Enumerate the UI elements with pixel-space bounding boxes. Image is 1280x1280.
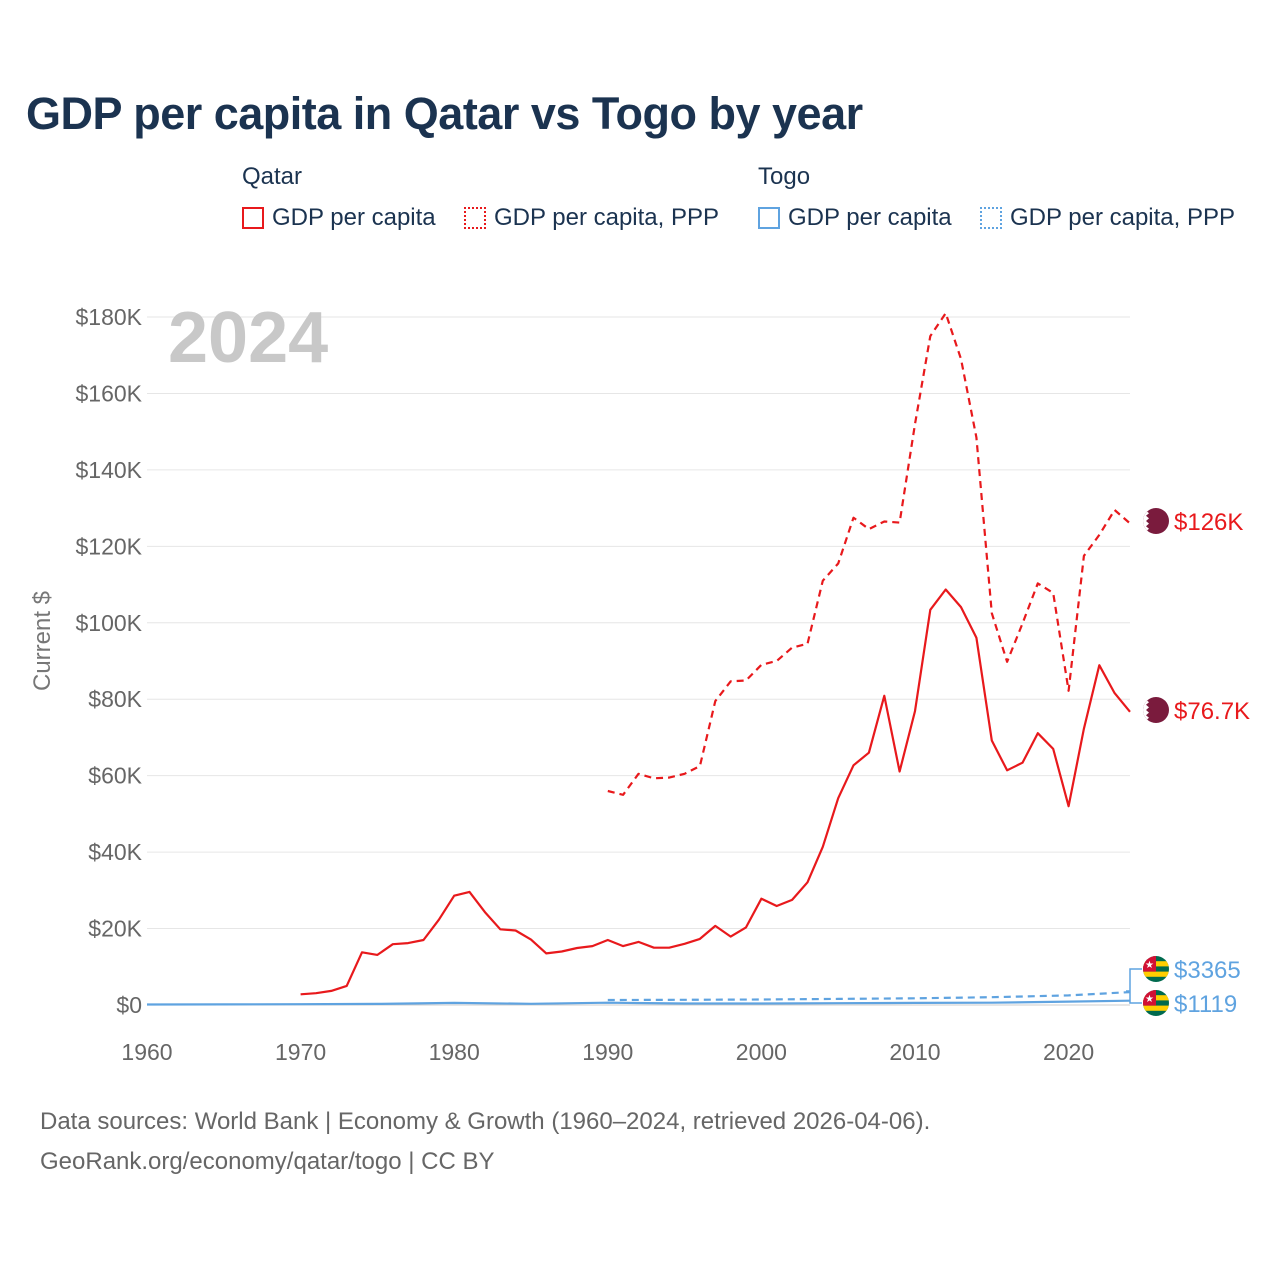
legend-label: GDP per capita: [272, 204, 436, 231]
series-line-qatar-solid: [300, 588, 1131, 996]
svg-text:★: ★: [1145, 994, 1154, 1005]
grid-lines: [147, 316, 1130, 1006]
series-line-qatar-dashed: [607, 312, 1131, 796]
y-tick-label: $160K: [75, 380, 142, 406]
legend-swatch-qatar-dotted: [464, 207, 486, 229]
end-label-qatar-ppp: $126K: [1174, 509, 1243, 536]
x-tick-label: 2000: [736, 1039, 787, 1065]
footer-link[interactable]: GeoRank.org/economy/qatar/togo | CC BY: [40, 1148, 495, 1175]
footer-sources: Data sources: World Bank | Economy & Gro…: [40, 1108, 931, 1135]
end-label-togo-gdp: $1119: [1174, 991, 1237, 1018]
qatar-flag-icon: [1143, 508, 1169, 534]
legend-label: GDP per capita, PPP: [494, 204, 719, 231]
legend-label: GDP per capita, PPP: [1010, 204, 1235, 231]
year-watermark: 2024: [168, 298, 328, 378]
legend-label: GDP per capita: [788, 204, 952, 231]
legend-item-togo-gdp[interactable]: GDP per capita: [758, 204, 952, 232]
series-line-togo-dashed: [607, 991, 1131, 1002]
legend-group-togo: Togo: [758, 163, 811, 190]
y-tick-label: $20K: [88, 916, 142, 942]
x-tick-label: 1960: [121, 1039, 172, 1065]
legend-item-qatar-gdp[interactable]: GDP per capita: [242, 204, 436, 232]
x-tick-label: 1980: [429, 1039, 480, 1065]
legend-swatch-togo-solid: [758, 207, 780, 229]
series-line-togo-solid: [146, 999, 1131, 1006]
y-tick-label: $100K: [75, 610, 142, 636]
y-tick-label: $40K: [88, 839, 142, 865]
y-axis-label: Current $: [29, 591, 56, 691]
end-label-qatar-gdp: $76.7K: [1174, 698, 1250, 725]
chart-title: GDP per capita in Qatar vs Togo by year: [26, 88, 863, 139]
x-tick-label: 1970: [275, 1039, 326, 1065]
togo-flag-icon: ★: [1143, 956, 1169, 982]
x-tick-label: 2020: [1043, 1039, 1094, 1065]
x-tick-label: 2010: [889, 1039, 940, 1065]
legend-group-qatar: Qatar: [242, 163, 303, 190]
legend-item-qatar-ppp[interactable]: GDP per capita, PPP: [464, 204, 719, 232]
x-tick-label: 1990: [582, 1039, 633, 1065]
y-tick-label: $140K: [75, 457, 142, 483]
qatar-flag-icon: [1143, 697, 1169, 723]
x-axis-ticks: 1960 1970 1980 1990 2000 2010 2020: [121, 1039, 1094, 1065]
togo-label-connector: [1126, 968, 1142, 1004]
legend-swatch-qatar-solid: [242, 207, 264, 229]
y-tick-label: $80K: [88, 686, 142, 712]
legend-item-togo-ppp[interactable]: GDP per capita, PPP: [980, 204, 1235, 232]
end-label-togo-ppp: $3365: [1174, 957, 1241, 984]
series-lines: [146, 312, 1131, 1006]
y-tick-label: $0: [116, 992, 142, 1018]
y-tick-label: $120K: [75, 533, 142, 559]
line-chart: 2024 $0 $20K $40K $60K $80K $100K $120K $140K $1…: [29, 298, 1250, 1065]
svg-text:★: ★: [1145, 960, 1154, 971]
togo-flag-icon: ★: [1143, 990, 1169, 1016]
legend-swatch-togo-dotted: [980, 207, 1002, 229]
y-tick-label: $60K: [88, 763, 142, 789]
y-axis-ticks: $0 $20K $40K $60K $80K $100K $120K $140K $160K $1…: [75, 304, 142, 1018]
y-tick-label: $180K: [75, 304, 142, 330]
